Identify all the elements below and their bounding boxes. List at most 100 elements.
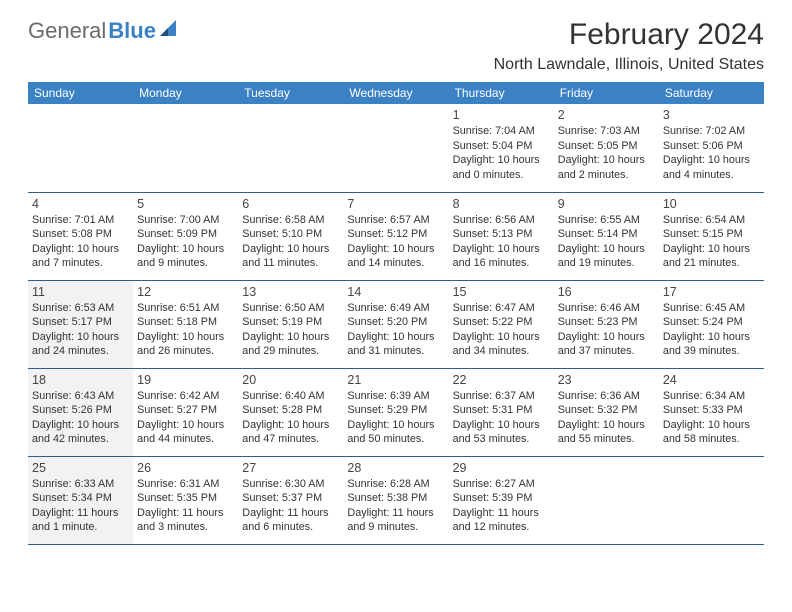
daylight-text: Daylight: 10 hours and 29 minutes. xyxy=(242,331,329,358)
sunset-text: Sunset: 5:29 PM xyxy=(347,404,427,416)
calendar-table: SundayMondayTuesdayWednesdayThursdayFrid… xyxy=(28,82,764,545)
day-number: 12 xyxy=(137,285,234,299)
sunrise-text: Sunrise: 6:51 AM xyxy=(137,302,219,314)
calendar-cell: 2Sunrise: 7:03 AMSunset: 5:05 PMDaylight… xyxy=(554,104,659,192)
daylight-text: Daylight: 10 hours and 37 minutes. xyxy=(558,331,645,358)
daylight-text: Daylight: 10 hours and 21 minutes. xyxy=(663,243,750,270)
daylight-text: Daylight: 10 hours and 53 minutes. xyxy=(453,419,540,446)
sunrise-text: Sunrise: 6:56 AM xyxy=(453,214,535,226)
sunrise-text: Sunrise: 6:40 AM xyxy=(242,390,324,402)
calendar-cell: 12Sunrise: 6:51 AMSunset: 5:18 PMDayligh… xyxy=(133,280,238,368)
sunrise-text: Sunrise: 7:04 AM xyxy=(453,125,535,137)
calendar-cell xyxy=(133,104,238,192)
sunrise-text: Sunrise: 6:33 AM xyxy=(32,478,114,490)
calendar-cell: 21Sunrise: 6:39 AMSunset: 5:29 PMDayligh… xyxy=(343,368,448,456)
header: GeneralBlue February 2024 North Lawndale… xyxy=(28,18,764,74)
calendar-cell: 19 Sunrise: 6:42 AMSunset: 5:27 PMDayligh… xyxy=(133,368,238,456)
calendar-cell xyxy=(238,104,343,192)
sunrise-text: Sunrise: 6:50 AM xyxy=(242,302,324,314)
day-detail: Sunrise: 6:30 AMSunset: 5:37 PMDaylight:… xyxy=(242,477,339,535)
sunset-text: Sunset: 5:37 PM xyxy=(242,492,322,504)
calendar-body: 1Sunrise: 7:04 AMSunset: 5:04 PMDaylight… xyxy=(28,104,764,544)
dow-header: Sunday xyxy=(28,82,133,104)
day-detail: Sunrise: 7:02 AM Sunset: 5:06 PM Daylight:… xyxy=(663,124,760,182)
sunrise-text: Sunrise: 6:31 AM xyxy=(137,478,219,490)
sunset-text: Sunset: 5:14 PM xyxy=(558,228,638,240)
daylight-text: Daylight: 10 hours and 4 minutes. xyxy=(663,154,750,181)
day-detail: Sunrise: 7:04 AMSunset: 5:04 PMDaylight:… xyxy=(453,124,550,182)
day-number: 2 xyxy=(558,108,655,122)
sunset-text: Sunset: 5:18 PM xyxy=(137,316,217,328)
daylight-text: Daylight: 10 hours and 11 minutes. xyxy=(242,243,329,270)
calendar-cell: 17Sunrise: 6:45 AMSunset: 5:24 PMDayligh… xyxy=(659,280,764,368)
calendar-row: 4Sunrise: 7:01 AMSunset: 5:08 PMDaylight… xyxy=(28,192,764,280)
day-detail: Sunrise: 6:42 AMSunset: 5:27 PMDaylight:… xyxy=(137,389,234,447)
calendar-cell: 22 Sunrise: 6:37 AMSunset: 5:31 PMDayligh… xyxy=(449,368,554,456)
calendar-cell: 7Sunrise: 6:57 AMSunset: 5:12 PMDaylight… xyxy=(343,192,448,280)
sunrise-text: Sunrise: 6:34 AM xyxy=(663,390,745,402)
calendar-cell: 20Sunrise: 6:40 AMSunset: 5:28 PMDayligh… xyxy=(238,368,343,456)
dow-header: Friday xyxy=(554,82,659,104)
calendar-cell: 1Sunrise: 7:04 AMSunset: 5:04 PMDaylight… xyxy=(449,104,554,192)
sunrise-text: Sunrise: 6:58 AM xyxy=(242,214,324,226)
day-number: 22 xyxy=(453,373,550,387)
day-number: 21 xyxy=(347,373,444,387)
sunset-text: Sunset: 5:20 PM xyxy=(347,316,427,328)
sunset-text: Sunset: 5:32 PM xyxy=(558,404,638,416)
sunset-text: Sunset: 5:13 PM xyxy=(453,228,533,240)
sunset-text: Sunset: 5:34 PM xyxy=(32,492,112,504)
calendar-cell: 13Sunrise: 6:50 AMSunset: 5:19 PMDayligh… xyxy=(238,280,343,368)
calendar-cell: 29Sunrise: 6:27 AMSunset: 5:39 PMDayligh… xyxy=(449,456,554,544)
day-detail: Sunrise: 6:45 AMSunset: 5:24 PMDaylight:… xyxy=(663,301,760,359)
sunset-text: Sunset: 5:23 PM xyxy=(558,316,638,328)
sunset-text: Sunset: 5:38 PM xyxy=(347,492,427,504)
sunset-text: Sunset: 5:19 PM xyxy=(242,316,322,328)
daylight-text: Daylight: 10 hours and 31 minutes. xyxy=(347,331,434,358)
day-detail: Sunrise: 6:58 AMSunset: 5:10 PMDaylight:… xyxy=(242,213,339,271)
dow-header: Monday xyxy=(133,82,238,104)
month-title: February 2024 xyxy=(494,18,764,52)
day-detail: Sunrise: 7:03 AMSunset: 5:05 PMDaylight:… xyxy=(558,124,655,182)
day-detail: Sunrise: 6:33 AMSunset: 5:34 PMDaylight:… xyxy=(32,477,129,535)
day-number: 24 xyxy=(663,373,760,387)
day-number: 20 xyxy=(242,373,339,387)
day-detail: Sunrise: 6:37 AMSunset: 5:31 PMDaylight:… xyxy=(453,389,550,447)
day-detail: Sunrise: 6:31 AMSunset: 5:35 PMDaylight:… xyxy=(137,477,234,535)
sunrise-text: Sunrise: 6:47 AM xyxy=(453,302,535,314)
sunrise-text: Sunrise: 7:02 AM xyxy=(663,125,745,137)
sunset-text: Sunset: 5:05 PM xyxy=(558,140,638,152)
sunset-text: Sunset: 5:22 PM xyxy=(453,316,533,328)
sunrise-text: Sunrise: 6:37 AM xyxy=(453,390,535,402)
daylight-text: Daylight: 10 hours and 19 minutes. xyxy=(558,243,645,270)
day-number: 16 xyxy=(558,285,655,299)
day-detail: Sunrise: 6:51 AMSunset: 5:18 PMDaylight:… xyxy=(137,301,234,359)
day-number: 29 xyxy=(453,461,550,475)
day-number: 15 xyxy=(453,285,550,299)
calendar-row: 25Sunrise: 6:33 AMSunset: 5:34 PMDayligh… xyxy=(28,456,764,544)
day-detail: Sunrise: 6:46 AMSunset: 5:23 PMDaylight:… xyxy=(558,301,655,359)
calendar-cell: 27Sunrise: 6:30 AMSunset: 5:37 PMDayligh… xyxy=(238,456,343,544)
calendar-cell xyxy=(343,104,448,192)
brand-part1: General xyxy=(28,18,106,44)
day-number: 9 xyxy=(558,197,655,211)
sunrise-text: Sunrise: 6:30 AM xyxy=(242,478,324,490)
sunrise-text: Sunrise: 6:55 AM xyxy=(558,214,640,226)
sunrise-text: Sunrise: 7:00 AM xyxy=(137,214,219,226)
day-number: 19 xyxy=(137,373,234,387)
dow-header: Wednesday xyxy=(343,82,448,104)
sunrise-text: Sunrise: 6:54 AM xyxy=(663,214,745,226)
calendar-row: 18Sunrise: 6:43 AMSunset: 5:26 PMDayligh… xyxy=(28,368,764,456)
brand-part2: Blue xyxy=(108,18,156,44)
sunrise-text: Sunrise: 7:03 AM xyxy=(558,125,640,137)
sunset-text: Sunset: 5:12 PM xyxy=(347,228,427,240)
day-detail: Sunrise: 6:54 AMSunset: 5:15 PMDaylight:… xyxy=(663,213,760,271)
sunset-text: Sunset: 5:17 PM xyxy=(32,316,112,328)
daylight-text: Daylight: 10 hours and 55 minutes. xyxy=(558,419,645,446)
daylight-text: Daylight: 10 hours and 58 minutes. xyxy=(663,419,750,446)
day-detail: Sunrise: 6:28 AMSunset: 5:38 PMDaylight:… xyxy=(347,477,444,535)
calendar-cell: 8Sunrise: 6:56 AMSunset: 5:13 PMDaylight… xyxy=(449,192,554,280)
day-number: 5 xyxy=(137,197,234,211)
sunset-text: Sunset: 5:24 PM xyxy=(663,316,743,328)
calendar-cell: 26Sunrise: 6:31 AMSunset: 5:35 PMDayligh… xyxy=(133,456,238,544)
sunset-text: Sunset: 5:06 PM xyxy=(663,140,743,152)
